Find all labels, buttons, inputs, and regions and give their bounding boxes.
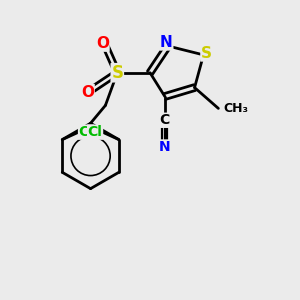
- Text: N: N: [159, 140, 171, 154]
- Text: Cl: Cl: [79, 125, 94, 139]
- Text: O: O: [96, 36, 109, 51]
- Text: S: S: [201, 46, 212, 61]
- Text: C: C: [160, 113, 170, 127]
- Text: O: O: [81, 85, 94, 100]
- Text: Cl: Cl: [88, 125, 103, 139]
- Text: S: S: [111, 64, 123, 82]
- Text: N: N: [160, 35, 173, 50]
- Text: CH₃: CH₃: [224, 102, 249, 115]
